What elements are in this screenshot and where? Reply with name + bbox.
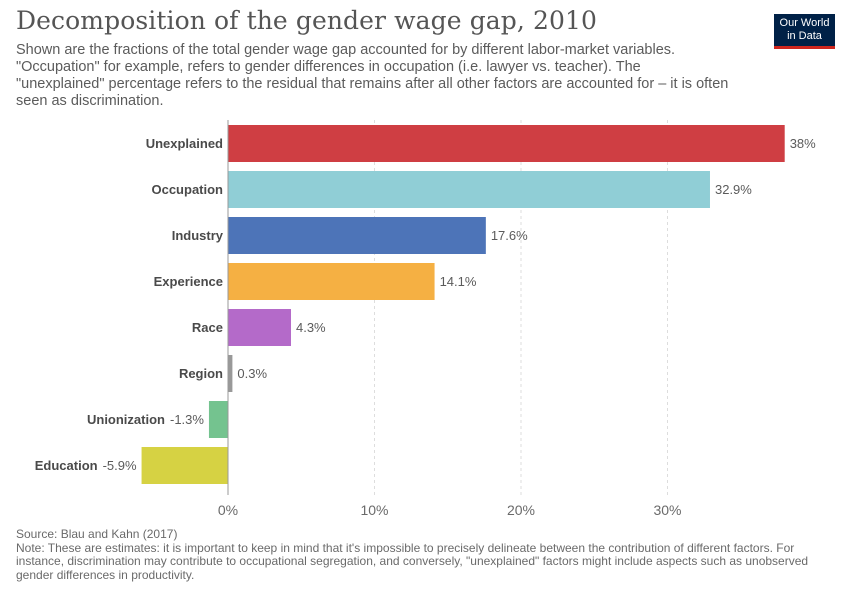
value-label-unexplained: 38%: [790, 136, 816, 151]
value-label-unionization: -1.3%: [170, 412, 204, 427]
chart-title: Decomposition of the gender wage gap, 20…: [16, 6, 598, 35]
category-label-education: Education: [35, 458, 98, 473]
bar-occupation: [228, 171, 710, 208]
category-label-region: Region: [179, 366, 223, 381]
chart-footer: Source: Blau and Kahn (2017) Note: These…: [16, 527, 816, 583]
category-label-industry: Industry: [172, 228, 224, 243]
value-label-education: -5.9%: [103, 458, 137, 473]
chart-subtitle: Shown are the fractions of the total gen…: [16, 42, 729, 109]
bar-region: [228, 355, 233, 392]
logo-line-2: in Data: [787, 30, 822, 42]
value-label-region: 0.3%: [237, 366, 267, 381]
bar-race: [228, 309, 291, 346]
category-label-unexplained: Unexplained: [146, 136, 223, 151]
x-tick-label-30: 30%: [653, 502, 681, 518]
value-label-race: 4.3%: [296, 320, 326, 335]
category-label-unionization: Unionization: [87, 412, 165, 427]
value-label-occupation: 32.9%: [715, 182, 752, 197]
value-label-experience: 14.1%: [440, 274, 477, 289]
bar-unexplained: [228, 125, 785, 162]
bar-chart: 38% Unexplained 32.9% Occupation 17.6% Indust…: [35, 120, 816, 518]
x-tick-label-0: 0%: [218, 502, 238, 518]
bar-industry: [228, 217, 486, 254]
logo-line-1: Our World: [779, 17, 830, 29]
x-tick-label-10: 10%: [360, 502, 388, 518]
category-label-experience: Experience: [154, 274, 223, 289]
owid-logo[interactable]: Our World in Data: [774, 14, 835, 49]
bar-education: [141, 447, 228, 484]
category-label-occupation: Occupation: [151, 182, 223, 197]
x-tick-label-20: 20%: [507, 502, 535, 518]
footnote: Note: These are estimates: it is importa…: [16, 540, 809, 583]
source-note: Source: Blau and Kahn (2017): [16, 527, 178, 541]
category-label-race: Race: [192, 320, 223, 335]
bar-experience: [228, 263, 435, 300]
value-label-industry: 17.6%: [491, 228, 528, 243]
bar-unionization: [208, 401, 228, 438]
